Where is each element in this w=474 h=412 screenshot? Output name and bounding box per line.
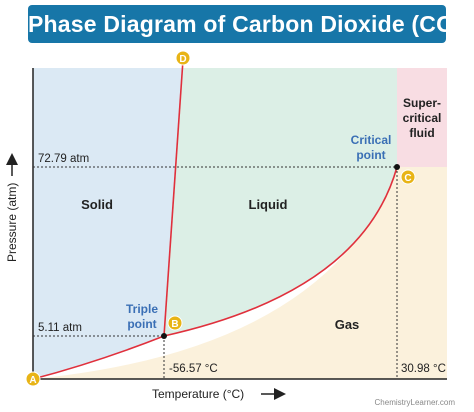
x-axis-title: Temperature (°C)	[152, 387, 244, 401]
solid-region	[33, 68, 183, 379]
marker-a: A	[25, 371, 41, 387]
marker-d-letter: D	[179, 54, 186, 65]
supercritical-region	[397, 68, 447, 167]
diagram-title: Phase Diagram of Carbon Dioxide (CO2)	[28, 5, 470, 43]
triple-point-dot	[161, 333, 167, 339]
triple-point-label-line2: point	[127, 317, 156, 331]
marker-b-letter: B	[171, 319, 178, 330]
marker-d: D	[175, 50, 191, 66]
title-close: )	[462, 11, 471, 37]
sublimation-curve	[32, 335, 165, 380]
critical-point-label-line1: Critical	[351, 133, 392, 147]
melting-curve	[163, 59, 184, 337]
gas-label: Gas	[335, 317, 360, 332]
marker-a-letter: A	[29, 375, 36, 386]
critical-point-label-line2: point	[356, 148, 385, 162]
tick-critical-pressure: 72.79 atm	[38, 153, 89, 165]
liquid-region	[164, 68, 397, 336]
tick-triple-temperature: -56.57 °C	[169, 363, 218, 375]
marker-b: B	[167, 315, 183, 331]
watermark: ChemistryLearner.com	[375, 398, 456, 407]
gas-region	[33, 167, 447, 379]
supercritical-label-line3: fluid	[409, 126, 434, 140]
critical-point-dot	[394, 164, 400, 170]
tick-triple-pressure: 5.11 atm	[38, 322, 82, 334]
title-subscript: 2	[454, 23, 463, 39]
solid-label: Solid	[81, 197, 113, 212]
liquid-label: Liquid	[249, 197, 288, 212]
marker-c: C	[400, 169, 416, 185]
supercritical-label-line2: critical	[403, 111, 442, 125]
triple-point-label-line1: Triple	[126, 302, 158, 316]
y-axis-title: Pressure (atm)	[5, 183, 19, 262]
marker-c-letter: C	[404, 173, 411, 184]
vaporization-curve	[163, 166, 398, 337]
tick-critical-temperature: 30.98 °C	[401, 363, 446, 375]
title-main: Phase Diagram of Carbon Dioxide (CO	[28, 11, 455, 37]
supercritical-label-line1: Super-	[403, 96, 441, 110]
